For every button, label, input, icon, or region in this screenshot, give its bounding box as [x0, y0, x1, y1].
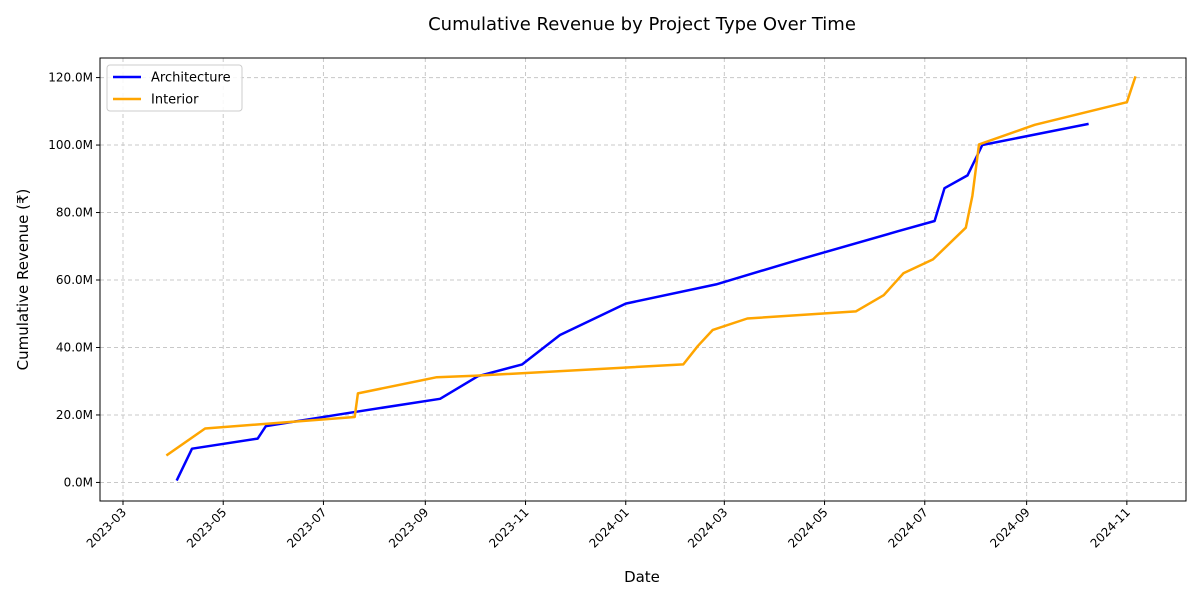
y-tick-label: 100.0M [48, 138, 93, 152]
y-tick-label: 120.0M [48, 71, 93, 85]
series-line-interior [165, 76, 1137, 457]
y-tick-label: 20.0M [56, 408, 93, 422]
legend-label-interior: Interior [151, 93, 199, 108]
chart-title: Cumulative Revenue by Project Type Over … [428, 14, 856, 35]
series-line-architecture [175, 122, 1089, 482]
y-tick-label: 40.0M [56, 340, 93, 354]
legend-label-architecture: Architecture [151, 71, 231, 86]
plot-frame [99, 57, 1187, 502]
y-axis: 0.0M 20.0M 40.0M 60.0M 80.0M 100.0M 120.0M [48, 71, 100, 489]
grid [100, 58, 1186, 501]
y-tick-label: 80.0M [56, 206, 93, 220]
legend: Architecture Interior [106, 64, 243, 112]
x-axis-title: Date [624, 568, 660, 586]
series-layer [165, 76, 1137, 482]
y-tick-label: 60.0M [56, 273, 93, 287]
y-tick-label: 0.0M [64, 475, 93, 489]
y-axis-title: Cumulative Revenue (₹) [14, 189, 32, 371]
